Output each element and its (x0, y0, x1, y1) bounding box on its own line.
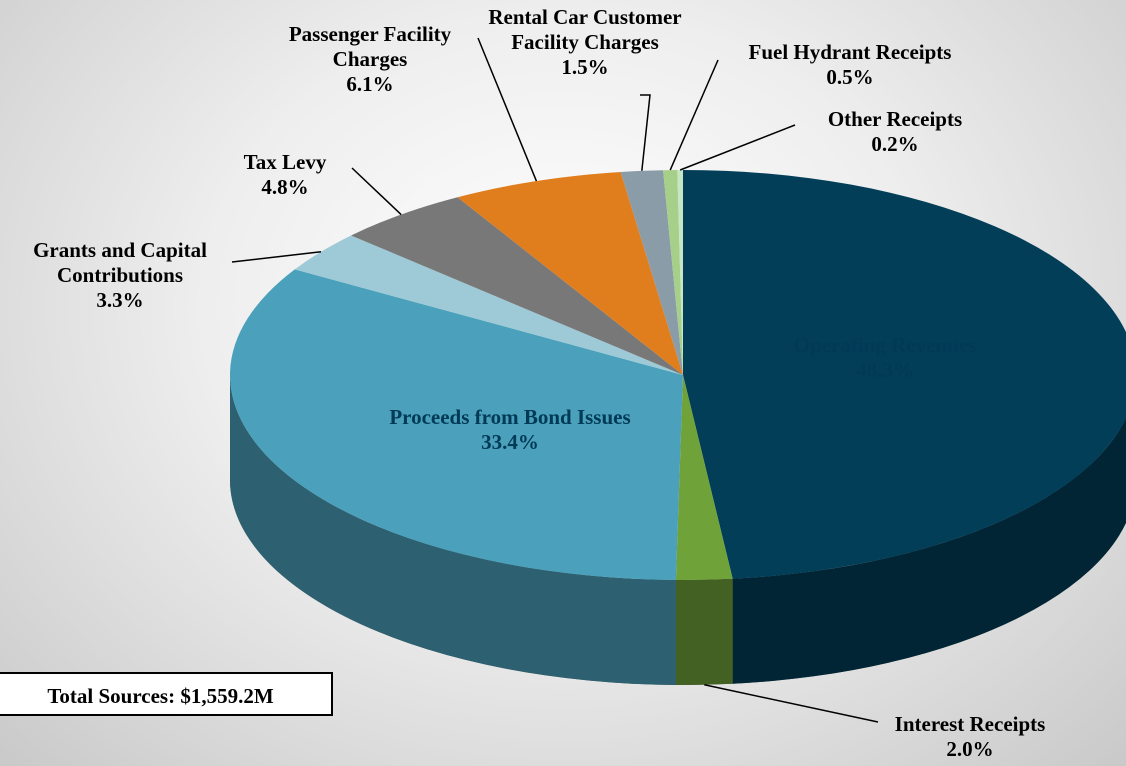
slice-label: Passenger Facility Charges 6.1% (265, 22, 475, 97)
value-label: 48.3% (856, 358, 914, 382)
slice-side (230, 375, 676, 685)
slice (683, 170, 1126, 579)
category-name: Tax Levy (243, 150, 327, 174)
leader-line (231, 251, 322, 263)
category-name: Proceeds from Bond Issues (389, 405, 631, 429)
category-name: Grants and Capital Contributions (33, 238, 207, 287)
category-name: Passenger Facility Charges (288, 22, 452, 71)
category-name: Interest Receipts (894, 712, 1046, 736)
value-label: 4.8% (261, 175, 309, 199)
value-label: 2.0% (946, 737, 994, 761)
slice (230, 269, 683, 580)
category-name: Fuel Hydrant Receipts (748, 40, 952, 64)
slice-label: Tax Levy 4.8% (185, 150, 385, 200)
slice (351, 197, 683, 375)
value-label: 33.4% (481, 430, 539, 454)
leader-line (477, 37, 538, 182)
leader-line (669, 59, 719, 171)
slice-side (675, 578, 733, 685)
slice (675, 375, 733, 580)
value-label: 0.2% (871, 132, 919, 156)
slice (620, 170, 683, 375)
total-annotation: Total Sources: $1,559.2M (0, 672, 333, 716)
leader-line (351, 167, 402, 216)
slice-side (732, 417, 1126, 684)
value-label: 3.3% (96, 288, 144, 312)
category-name: Rental Car Customer Facility Charges (488, 5, 682, 54)
value-label: 1.5% (561, 55, 609, 79)
slice-label: Operating Revenues 48.3% (725, 333, 1045, 383)
slice (457, 171, 683, 375)
slice-label: Proceeds from Bond Issues 33.4% (385, 405, 635, 455)
leader-line (679, 124, 796, 171)
value-label: 6.1% (346, 72, 394, 96)
slice-label: Fuel Hydrant Receipts 0.5% (700, 40, 1000, 90)
category-name: Operating Revenues (793, 333, 977, 357)
slice-label: Rental Car Customer Facility Charges 1.5% (465, 5, 705, 80)
slice-label: Grants and Capital Contributions 3.3% (0, 238, 240, 313)
value-label: 0.5% (826, 65, 874, 89)
slice-label: Other Receipts 0.2% (785, 107, 1005, 157)
leader-line (704, 684, 879, 723)
category-name: Other Receipts (827, 107, 963, 131)
leader-line (640, 94, 651, 171)
slice (663, 170, 683, 375)
slice (294, 235, 683, 375)
slice (677, 170, 683, 375)
slice-label: Interest Receipts 2.0% (850, 712, 1090, 762)
